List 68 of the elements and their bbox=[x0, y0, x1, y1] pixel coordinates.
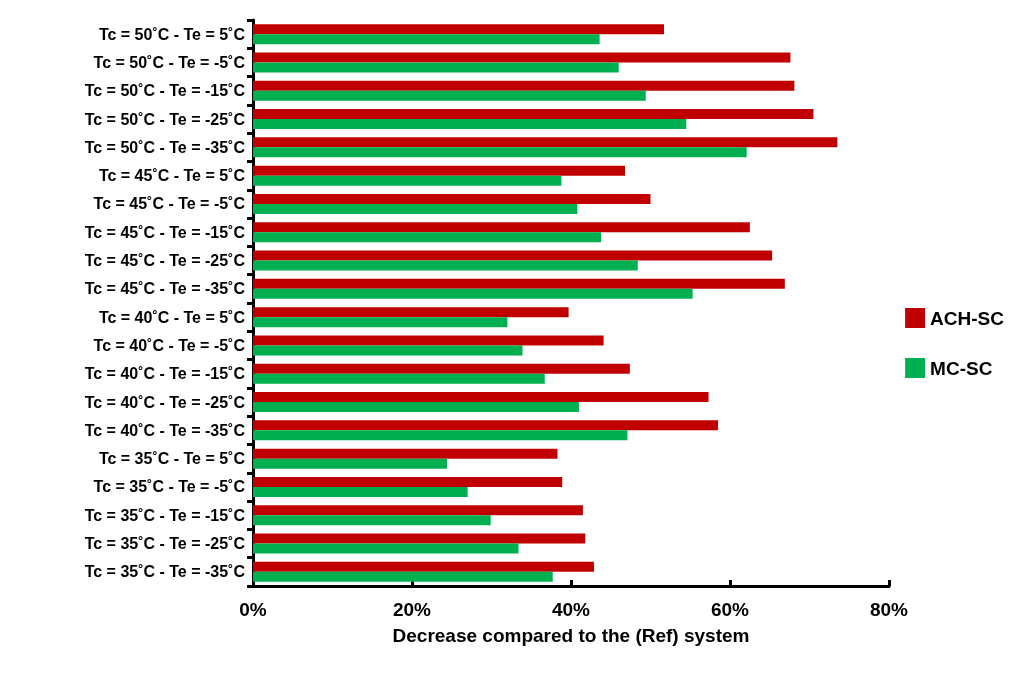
y-tick-label: Tc = 45˚C - Te = -5˚C bbox=[93, 195, 246, 213]
bar bbox=[253, 345, 523, 356]
y-tick-label: Tc = 45˚C - Te = 5˚C bbox=[98, 167, 246, 185]
bar bbox=[253, 222, 750, 233]
y-tick-label: Tc = 40˚C - Te = 5˚C bbox=[98, 308, 246, 326]
bar bbox=[253, 317, 508, 328]
bar bbox=[253, 52, 791, 63]
bar bbox=[253, 571, 553, 582]
bar bbox=[253, 203, 578, 214]
bar bbox=[253, 260, 638, 271]
bar bbox=[253, 109, 814, 120]
y-tick-label: Tc = 40˚C - Te = -15˚C bbox=[84, 365, 246, 383]
bar bbox=[253, 288, 693, 299]
y-tick-label: Tc = 50˚C - Te = -15˚C bbox=[84, 82, 246, 100]
bar bbox=[253, 278, 785, 289]
legend-label: MC-SC bbox=[930, 357, 993, 379]
bar bbox=[253, 165, 626, 176]
bar bbox=[253, 24, 665, 35]
y-tick-label: Tc = 45˚C - Te = -35˚C bbox=[84, 280, 246, 298]
bar bbox=[253, 250, 773, 261]
y-tick-label: Tc = 40˚C - Te = -5˚C bbox=[93, 336, 246, 354]
bar bbox=[253, 363, 630, 374]
bar bbox=[253, 193, 651, 204]
y-tick-label: Tc = 45˚C - Te = -15˚C bbox=[84, 223, 246, 241]
y-tick-label: Tc = 35˚C - Te = -15˚C bbox=[84, 506, 246, 524]
bar bbox=[253, 175, 562, 186]
bar bbox=[253, 307, 569, 318]
y-tick-label: Tc = 35˚C - Te = -5˚C bbox=[93, 478, 246, 496]
bar bbox=[253, 335, 604, 346]
bar bbox=[253, 62, 619, 73]
bar bbox=[253, 543, 519, 554]
y-tick-label: Tc = 35˚C - Te = 5˚C bbox=[98, 450, 246, 468]
y-tick-label: Tc = 50˚C - Te = -5˚C bbox=[93, 53, 246, 71]
y-tick-label: Tc = 50˚C - Te = -25˚C bbox=[84, 110, 246, 128]
bar bbox=[253, 232, 602, 243]
y-tick-label: Tc = 45˚C - Te = -25˚C bbox=[84, 252, 246, 270]
bar bbox=[253, 420, 719, 431]
bar bbox=[253, 476, 563, 487]
bar bbox=[253, 90, 646, 101]
x-tick-label: 0% bbox=[239, 599, 267, 620]
bar bbox=[253, 561, 595, 572]
bar bbox=[253, 533, 586, 544]
y-tick-label: Tc = 35˚C - Te = -35˚C bbox=[84, 563, 246, 581]
bar bbox=[253, 458, 447, 469]
bar bbox=[253, 147, 747, 158]
y-tick-label: Tc = 40˚C - Te = -35˚C bbox=[84, 421, 246, 439]
y-tick-label: Tc = 50˚C - Te = -35˚C bbox=[84, 138, 246, 156]
bar bbox=[253, 119, 687, 130]
bar bbox=[253, 448, 558, 459]
bar bbox=[253, 505, 583, 516]
bar bbox=[253, 402, 579, 413]
bar bbox=[253, 34, 600, 45]
x-axis-title: Decrease compared to the (Ref) system bbox=[392, 625, 750, 646]
x-tick-label: 80% bbox=[869, 599, 909, 620]
x-tick-label: 20% bbox=[392, 599, 432, 620]
legend-label: ACH-SC bbox=[930, 307, 1005, 329]
bar bbox=[253, 515, 491, 526]
bar bbox=[253, 80, 795, 91]
y-tick-label: Tc = 50˚C - Te = 5˚C bbox=[98, 25, 246, 43]
bar bbox=[253, 392, 709, 403]
y-tick-label: Tc = 35˚C - Te = -25˚C bbox=[84, 535, 246, 553]
bar bbox=[253, 137, 838, 148]
x-tick-label: 60% bbox=[710, 599, 750, 620]
y-tick-label: Tc = 40˚C - Te = -25˚C bbox=[84, 393, 246, 411]
x-tick-label: 40% bbox=[551, 599, 591, 620]
bar bbox=[253, 486, 468, 497]
bar bbox=[253, 373, 545, 384]
bar bbox=[253, 430, 628, 441]
